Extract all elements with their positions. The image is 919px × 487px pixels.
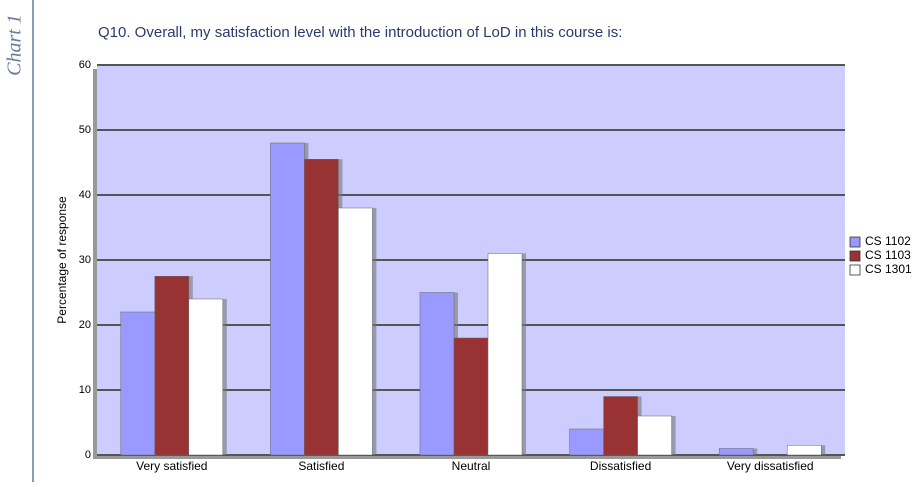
bar xyxy=(637,415,672,456)
bar xyxy=(270,142,305,456)
y-tick-label: 10 xyxy=(79,384,91,396)
x-tick-label: Dissatisfied xyxy=(590,459,651,473)
x-tick-label: Neutral xyxy=(452,459,491,473)
y-tick-label: 40 xyxy=(79,189,91,201)
bar xyxy=(419,292,455,456)
y-axis-label: Percentage of response xyxy=(55,196,69,324)
legend-swatch xyxy=(849,264,861,276)
bar xyxy=(786,445,822,456)
y-tick-label: 0 xyxy=(85,449,91,461)
y-tick-label: 20 xyxy=(79,319,91,331)
y-tick-label: 30 xyxy=(79,254,91,266)
bar xyxy=(569,428,604,456)
x-tick-label: Satisfied xyxy=(298,459,344,473)
bar xyxy=(718,448,754,456)
legend-swatch xyxy=(849,250,861,262)
bar xyxy=(304,159,339,456)
bar xyxy=(188,298,224,456)
bar xyxy=(338,207,373,456)
y-tick-label: 50 xyxy=(79,124,91,136)
legend-swatch xyxy=(849,236,861,248)
x-tick-label: Very dissatisfied xyxy=(727,459,814,473)
x-tick-label: Very satisfied xyxy=(136,459,207,473)
bar xyxy=(453,337,489,456)
y-tick-label: 60 xyxy=(79,59,91,71)
chart-title: Q10. Overall, my satisfaction level with… xyxy=(98,24,622,41)
legend-label: CS 1103 xyxy=(865,248,911,262)
legend-label: CS 1102 xyxy=(865,234,911,248)
bar xyxy=(120,311,156,456)
bar xyxy=(603,396,638,456)
legend-label: CS 1301 xyxy=(865,262,912,276)
bar xyxy=(487,253,523,456)
bar xyxy=(154,276,190,456)
caption: Chart 1 xyxy=(4,14,26,76)
